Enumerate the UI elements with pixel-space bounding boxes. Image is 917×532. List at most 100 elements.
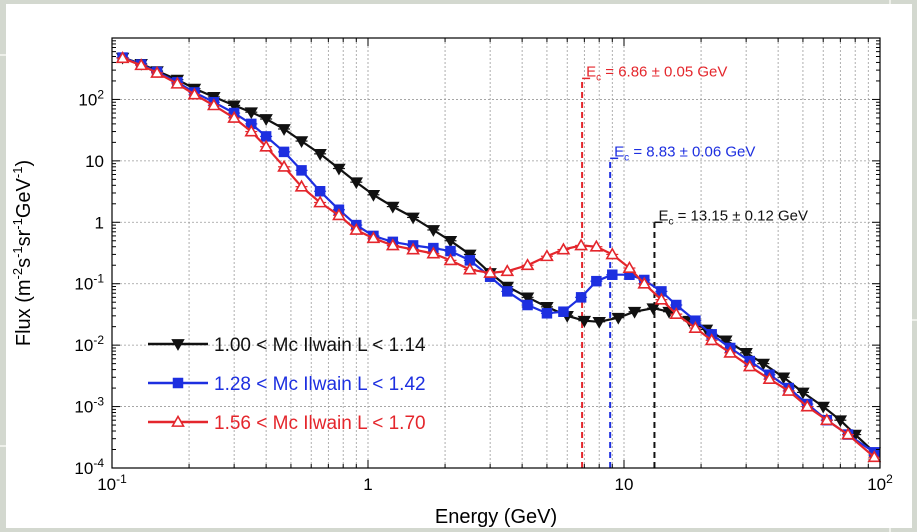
y-tick-label-exp: 2 xyxy=(97,87,104,101)
data-point xyxy=(781,383,796,396)
data-point xyxy=(520,292,535,305)
y-tick-label-base: 1 xyxy=(95,213,104,232)
data-point xyxy=(366,231,381,244)
data-point xyxy=(833,415,848,428)
data-point xyxy=(756,358,770,371)
data-point xyxy=(558,306,569,317)
data-point xyxy=(776,372,791,385)
x-tick-label: 1 xyxy=(363,475,372,494)
y-axis-label: Flux (m-2s-1sr-1GeV-1) xyxy=(10,160,35,346)
data-point xyxy=(349,222,364,235)
data-point xyxy=(723,345,738,358)
cutoff-label-rest: = 8.83 ± 0.06 GeV xyxy=(629,143,755,160)
data-point xyxy=(259,114,273,126)
data-point xyxy=(589,239,604,252)
data-point xyxy=(540,302,554,314)
data-point xyxy=(150,65,164,78)
y-tick-label-exp: -3 xyxy=(93,395,104,409)
data-point xyxy=(115,51,130,64)
y-tick-label-base: 10 xyxy=(74,336,93,355)
cutoff-label-sub: c xyxy=(668,216,673,227)
y-tick-label-base: 10 xyxy=(74,459,93,478)
data-point xyxy=(259,139,274,152)
x-tick-label-exp: 2 xyxy=(886,472,893,486)
x-tick-label: 102 xyxy=(867,472,893,494)
y-tick-label-exp: -2 xyxy=(93,333,104,347)
y-tick-label-base: 10 xyxy=(74,275,93,294)
y-label-exponent: -1 xyxy=(10,218,25,230)
x-tick-label-base: 10 xyxy=(615,475,634,494)
data-point xyxy=(187,87,202,100)
data-point xyxy=(611,312,626,325)
data-point xyxy=(704,333,719,346)
data-point xyxy=(443,253,458,266)
x-tick-label-base: 10 xyxy=(97,475,116,494)
data-point xyxy=(796,387,810,400)
cutoff-label: Ec = 13.15 ± 0.12 GeV xyxy=(658,207,808,227)
y-tick-label: 10-3 xyxy=(74,395,104,417)
cutoff-label-rest: = 13.15 ± 0.12 GeV xyxy=(673,207,808,224)
data-point xyxy=(719,335,733,348)
data-point xyxy=(462,262,477,275)
data-point xyxy=(739,347,753,360)
y-label-part: GeV xyxy=(13,177,35,218)
data-point xyxy=(762,371,777,385)
series-group xyxy=(115,51,882,463)
data-point xyxy=(500,264,515,277)
legend-label: 1.56 < Mc Ilwain L < 1.70 xyxy=(214,413,426,434)
data-point xyxy=(591,275,602,287)
plot-panel xyxy=(6,4,912,528)
y-tick-label: 10-1 xyxy=(74,272,104,294)
y-label-part: s xyxy=(13,258,35,268)
data-point xyxy=(646,303,660,316)
data-point xyxy=(522,299,533,311)
data-point xyxy=(622,260,637,273)
data-point xyxy=(406,242,420,255)
x-tick-label-base: 1 xyxy=(363,475,372,494)
x-axis-label: Energy (GeV) xyxy=(435,506,557,528)
cutoff-markers: Ec = 6.86 ± 0.05 GeV Ec = 8.83 ± 0.06 GeV… xyxy=(581,63,808,468)
data-point xyxy=(800,399,815,412)
data-point xyxy=(540,249,554,262)
y-label-part: Flux (m xyxy=(13,279,35,346)
data-point xyxy=(556,242,571,255)
data-point xyxy=(816,401,830,414)
y-tick-label: 10 xyxy=(85,152,104,171)
data-point xyxy=(366,189,381,202)
data-point xyxy=(483,265,498,278)
data-point xyxy=(314,186,326,197)
data-point xyxy=(406,212,420,225)
data-point xyxy=(607,269,618,280)
data-point xyxy=(502,286,513,297)
y-tick-label-base: 10 xyxy=(85,152,104,171)
data-point xyxy=(332,163,346,176)
data-point xyxy=(654,292,669,305)
y-label-exponent: -2 xyxy=(10,268,25,280)
grid xyxy=(112,38,880,468)
data-point xyxy=(520,258,535,271)
data-point xyxy=(385,238,400,251)
data-point xyxy=(867,450,882,463)
data-point xyxy=(669,306,684,320)
data-point xyxy=(742,359,757,372)
data-point xyxy=(227,110,242,123)
data-point xyxy=(386,201,400,214)
data-point xyxy=(463,249,477,262)
data-point xyxy=(577,315,592,328)
y-tick-label-exp: -4 xyxy=(93,456,104,470)
cutoff-label: Ec = 8.83 ± 0.06 GeV xyxy=(614,143,755,163)
data-point xyxy=(605,247,620,260)
data-point xyxy=(277,124,291,136)
x-tick-label-exp: -1 xyxy=(116,472,127,486)
data-point xyxy=(332,208,346,221)
cutoff-label-sub: c xyxy=(624,152,629,163)
data-point xyxy=(443,235,458,248)
cutoff-label-e: E xyxy=(586,63,596,80)
legend: 1.00 < Mc Ilwain L < 1.14 1.28 < Mc Ilwai… xyxy=(148,335,426,434)
data-point xyxy=(541,308,553,319)
data-point xyxy=(170,76,185,89)
x-tick-label: 10 xyxy=(615,475,634,494)
legend-label: 1.28 < Mc Ilwain L < 1.42 xyxy=(214,374,426,395)
cutoff-label-e: E xyxy=(658,207,668,224)
cutoff-label-rest: = 6.86 ± 0.05 GeV xyxy=(601,63,727,80)
